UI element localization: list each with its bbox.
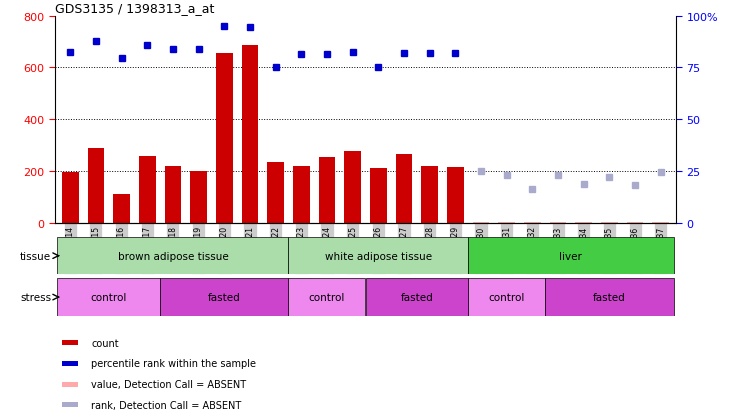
Bar (58, 279, 160, 316)
Bar (421, 166, 438, 223)
Bar (62, 173, 78, 223)
Bar (499, 222, 515, 223)
Text: fasted: fasted (208, 292, 240, 302)
Bar (370, 169, 387, 223)
Text: value, Detection Call = ABSENT: value, Detection Call = ABSENT (91, 379, 246, 389)
Bar (268, 162, 284, 223)
Bar (139, 157, 156, 223)
Bar (468, 237, 673, 275)
Text: tissue: tissue (20, 251, 51, 261)
Bar (289, 279, 366, 316)
Text: brown adipose tissue: brown adipose tissue (118, 251, 228, 261)
Bar (653, 222, 669, 223)
Bar (242, 46, 258, 223)
Bar (545, 279, 673, 316)
Text: control: control (488, 292, 525, 302)
Bar (626, 222, 643, 223)
Text: control: control (308, 292, 345, 302)
Text: GDS3135 / 1398313_a_at: GDS3135 / 1398313_a_at (55, 2, 214, 15)
Bar (88, 148, 105, 223)
Bar (190, 171, 207, 223)
Bar (468, 279, 545, 316)
Bar (113, 195, 130, 223)
Text: percentile rank within the sample: percentile rank within the sample (91, 358, 257, 368)
Text: stress: stress (20, 292, 51, 302)
Text: liver: liver (559, 251, 583, 261)
Bar (366, 279, 468, 316)
Text: fasted: fasted (593, 292, 626, 302)
Bar (550, 222, 567, 223)
Text: white adipose tissue: white adipose tissue (325, 251, 432, 261)
Bar (524, 222, 541, 223)
Bar (293, 166, 310, 223)
Text: count: count (91, 338, 119, 348)
Bar (473, 222, 489, 223)
Bar (58, 237, 289, 275)
Bar (289, 237, 468, 275)
Text: control: control (91, 292, 127, 302)
Bar (344, 152, 361, 223)
Text: fasted: fasted (401, 292, 433, 302)
Bar (164, 166, 181, 223)
Bar (216, 54, 232, 223)
Bar (160, 279, 289, 316)
Text: rank, Detection Call = ABSENT: rank, Detection Call = ABSENT (91, 400, 242, 410)
Bar (575, 222, 592, 223)
Bar (395, 154, 412, 223)
Bar (319, 157, 336, 223)
Bar (447, 168, 463, 223)
Bar (601, 222, 618, 223)
